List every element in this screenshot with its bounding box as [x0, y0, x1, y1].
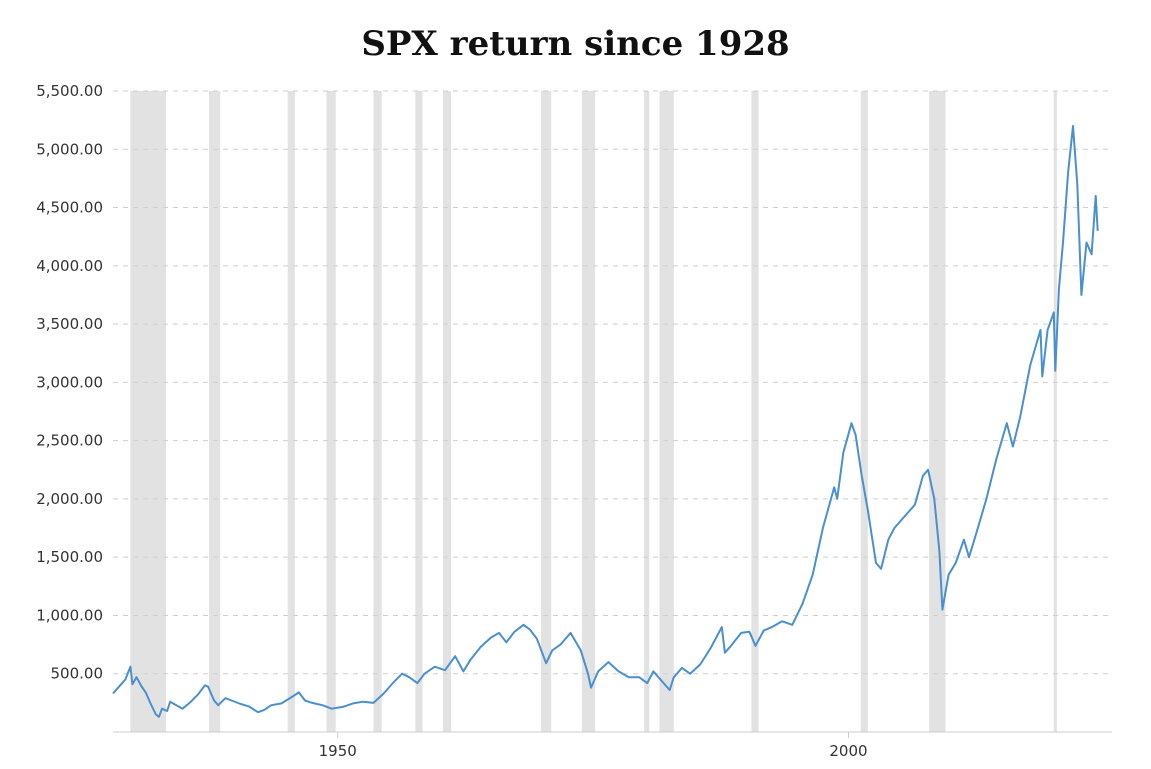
recession-band: [287, 91, 295, 732]
series-line: [112, 125, 1099, 718]
y-tick-label: 4,500.00: [36, 199, 103, 217]
y-tick-label: 1,000.00: [36, 606, 103, 624]
y-tick-label: 5,500.00: [36, 82, 103, 100]
recession-band: [929, 91, 946, 732]
y-axis: 500.00 1,000.00 1,500.00 2,000.00 2,500.00 3,…: [36, 82, 103, 683]
y-tick-label: 500.00: [51, 665, 104, 683]
series-layer: [112, 125, 1099, 718]
recession-band: [540, 91, 552, 732]
y-tick-label: 4,000.00: [36, 257, 103, 275]
y-tick-label: 5,000.00: [36, 140, 103, 158]
recession-band: [581, 91, 596, 732]
recession-bands: [130, 91, 1057, 732]
recession-band: [860, 91, 868, 732]
gridlines: [113, 90, 1112, 675]
recession-band: [644, 91, 650, 732]
recession-band: [130, 91, 167, 732]
recession-band: [659, 91, 674, 732]
recession-band: [415, 91, 423, 732]
y-tick-label: 3,500.00: [36, 315, 103, 333]
recession-band: [751, 91, 759, 732]
recession-band: [326, 91, 336, 732]
x-tick-label: 1950: [319, 742, 357, 760]
recession-band: [373, 91, 382, 732]
recession-band: [442, 91, 452, 732]
x-tick-label: 2000: [829, 742, 867, 760]
y-tick-label: 2,500.00: [36, 432, 103, 450]
y-tick-label: 2,000.00: [36, 490, 103, 508]
recession-band: [1053, 91, 1057, 732]
recession-band: [209, 91, 221, 732]
chart-title: SPX return since 1928: [361, 24, 790, 64]
x-axis: 1950 2000: [113, 731, 1112, 760]
y-tick-label: 3,000.00: [36, 373, 103, 391]
y-tick-label: 1,500.00: [36, 548, 103, 566]
